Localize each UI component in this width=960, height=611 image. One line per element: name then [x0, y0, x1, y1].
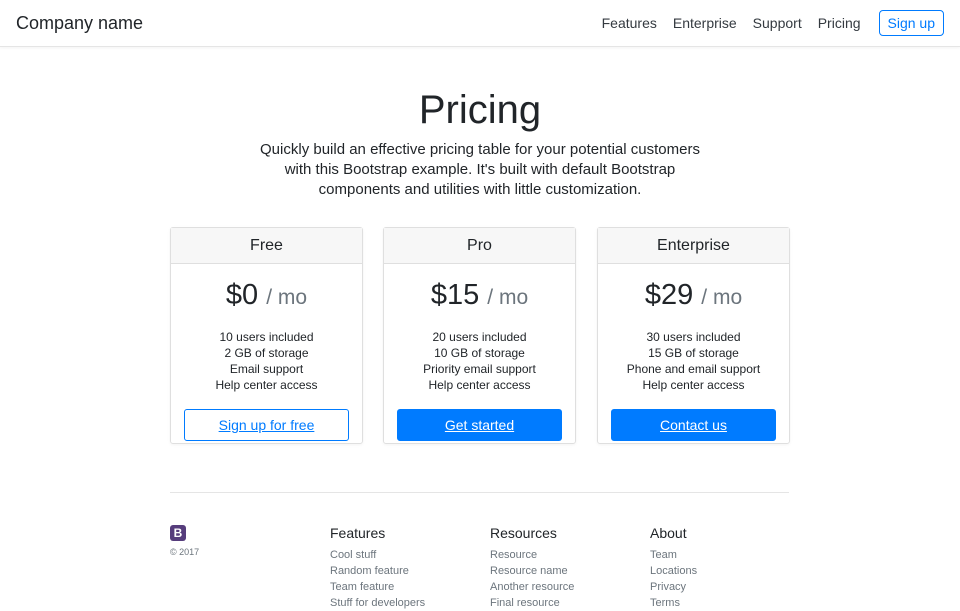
footer-column-title: Features	[330, 525, 386, 541]
price-period: / mo	[266, 286, 308, 309]
feature-item: 2 GB of storage	[224, 346, 309, 360]
feature-item: Help center access	[642, 378, 745, 392]
footer-link[interactable]: Resource	[490, 549, 538, 561]
footer-link[interactable]: Final resource	[490, 597, 560, 609]
plan-price: $0 / mo	[171, 278, 362, 315]
nav-enterprise[interactable]: Enterprise	[672, 15, 737, 31]
footer-link[interactable]: Resource name	[490, 565, 568, 577]
feature-item: Help center access	[428, 378, 531, 392]
feature-item: 15 GB of storage	[648, 346, 739, 360]
copyright: © 2017	[170, 547, 200, 557]
pricing-card: Pro $15 / mo 20 users included 10 GB of s…	[383, 227, 576, 444]
price-amount: $0	[225, 279, 259, 311]
plan-name: Free	[171, 228, 362, 264]
feature-item: 10 GB of storage	[434, 346, 525, 360]
price-period: / mo	[487, 286, 529, 309]
bootstrap-logo-icon: B	[170, 525, 186, 541]
top-navbar: Company name Features Enterprise Support…	[0, 0, 960, 47]
footer-column-title: Resources	[490, 525, 557, 541]
brand-name[interactable]: Company name	[16, 13, 144, 33]
feature-item: 10 users included	[219, 330, 314, 344]
plan-price: $15 / mo	[384, 278, 575, 315]
footer-link[interactable]: Cool stuff	[330, 549, 377, 561]
nav-links: Features Enterprise Support Pricing Sign…	[602, 10, 944, 36]
footer-link[interactable]: Terms	[650, 597, 680, 609]
footer-link[interactable]: Stuff for developers	[330, 597, 426, 609]
feature-list: 30 users included 15 GB of storage Phone a…	[598, 329, 789, 393]
footer-link[interactable]: Another resource	[490, 581, 575, 593]
pricing-card: Free $0 / mo 10 users included 2 GB of st…	[170, 227, 363, 444]
footer-column-title: About	[650, 525, 687, 541]
pricing-card: Enterprise $29 / mo 30 users included 15 …	[597, 227, 790, 444]
feature-list: 20 users included 10 GB of storage Priorit…	[384, 329, 575, 393]
footer-column: About Team Locations Privacy Terms	[650, 525, 697, 611]
price-amount: $15	[430, 279, 480, 311]
footer-link[interactable]: Team	[650, 549, 677, 561]
nav-support[interactable]: Support	[752, 15, 802, 31]
nav-features[interactable]: Features	[601, 15, 657, 31]
plan-name: Enterprise	[598, 228, 789, 264]
feature-item: Priority email support	[423, 362, 536, 376]
lead-text: Quickly build an effective pricing table…	[260, 141, 700, 198]
feature-item: 20 users included	[432, 330, 527, 344]
price-amount: $29	[644, 279, 694, 311]
sign-up-button[interactable]: Sign up	[878, 10, 944, 36]
footer-column: Features Cool stuff Random feature Team fea…	[330, 525, 425, 611]
feature-list: 10 users included 2 GB of storage Email su…	[171, 329, 362, 393]
price-period: / mo	[701, 286, 743, 309]
footer-link[interactable]: Locations	[650, 565, 698, 577]
footer-link[interactable]: Random feature	[330, 565, 409, 577]
plan-price: $29 / mo	[598, 278, 789, 315]
plan-button[interactable]: Get started	[397, 409, 562, 441]
nav-pricing[interactable]: Pricing	[817, 15, 861, 31]
footer-link[interactable]: Privacy	[650, 581, 687, 593]
plan-button[interactable]: Sign up for free	[184, 409, 349, 441]
feature-item: Help center access	[215, 378, 318, 392]
footer-column: Resources Resource Resource name Another re…	[490, 525, 574, 611]
feature-item: 30 users included	[646, 330, 741, 344]
footer-divider	[170, 492, 789, 493]
plan-name: Pro	[384, 228, 575, 264]
footer-link[interactable]: Team feature	[330, 581, 395, 593]
plan-button[interactable]: Contact us	[611, 409, 776, 441]
page-title: Pricing	[418, 88, 542, 132]
feature-item: Email support	[229, 362, 304, 376]
feature-item: Phone and email support	[626, 362, 761, 376]
